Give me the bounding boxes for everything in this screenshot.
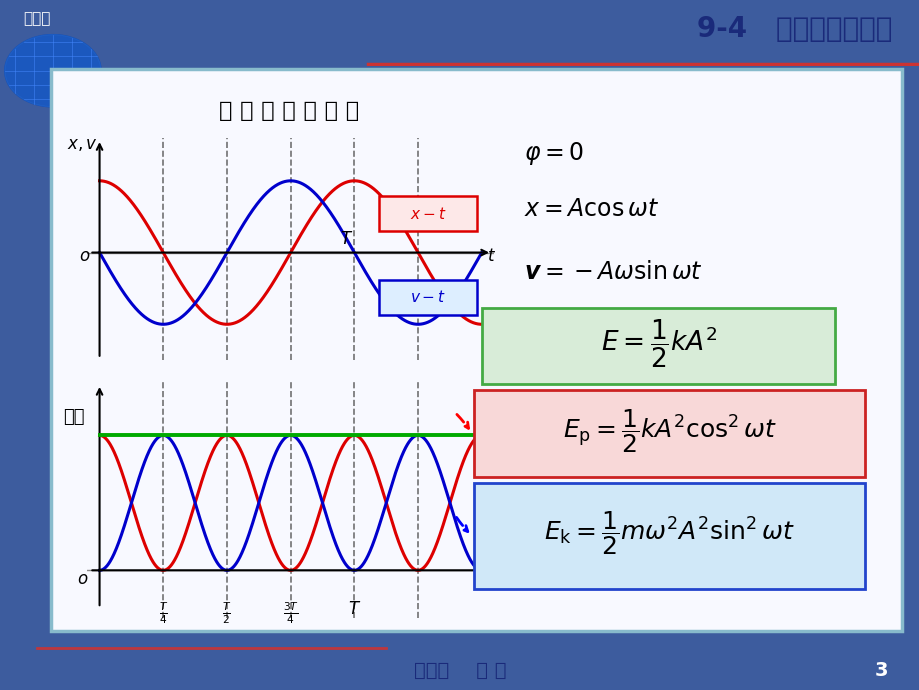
Text: $x - t$: $x - t$ bbox=[410, 206, 446, 221]
Text: $v - t$: $v - t$ bbox=[410, 289, 446, 305]
Text: $E_{\mathrm{k}} = \dfrac{1}{2}m\omega^{2}A^{2}\sin^{2}\omega t$: $E_{\mathrm{k}} = \dfrac{1}{2}m\omega^{2… bbox=[544, 510, 794, 558]
FancyBboxPatch shape bbox=[51, 69, 901, 631]
FancyBboxPatch shape bbox=[379, 280, 477, 315]
FancyBboxPatch shape bbox=[482, 308, 834, 384]
Polygon shape bbox=[5, 34, 101, 107]
Text: $\frac{T}{4}$: $\frac{T}{4}$ bbox=[158, 600, 167, 626]
Text: 3: 3 bbox=[873, 661, 887, 680]
Text: $T$: $T$ bbox=[340, 230, 353, 248]
Text: $x = A\cos\omega t$: $x = A\cos\omega t$ bbox=[524, 197, 659, 221]
Text: 第五版: 第五版 bbox=[23, 40, 48, 55]
Text: $E = \dfrac{1}{2}kA^{2}$: $E = \dfrac{1}{2}kA^{2}$ bbox=[600, 318, 717, 371]
Polygon shape bbox=[5, 34, 101, 107]
Text: $x, v$: $x, v$ bbox=[67, 135, 97, 152]
Text: 简 谐 运 动 能 量 图: 简 谐 运 动 能 量 图 bbox=[219, 101, 358, 121]
Text: $o$: $o$ bbox=[77, 570, 88, 588]
Text: $\varphi = 0$: $\varphi = 0$ bbox=[524, 139, 584, 166]
FancyBboxPatch shape bbox=[473, 390, 864, 477]
Text: $\frac{T}{2}$: $\frac{T}{2}$ bbox=[222, 600, 232, 626]
Text: $t$: $t$ bbox=[486, 247, 495, 265]
Text: $o$: $o$ bbox=[79, 247, 91, 265]
Text: 9-4   简谐运动的能量: 9-4 简谐运动的能量 bbox=[697, 15, 891, 43]
Text: 第九章    振 动: 第九章 振 动 bbox=[414, 661, 505, 680]
Text: $\boldsymbol{v} = -A\omega\sin\omega t$: $\boldsymbol{v} = -A\omega\sin\omega t$ bbox=[524, 259, 702, 284]
Text: $T$: $T$ bbox=[347, 600, 360, 618]
Text: 能量: 能量 bbox=[63, 408, 85, 426]
Text: 物理学: 物理学 bbox=[23, 11, 51, 26]
Text: $t$: $t$ bbox=[486, 570, 495, 588]
FancyBboxPatch shape bbox=[473, 483, 864, 589]
Text: $E_{\mathrm{p}} = \dfrac{1}{2}kA^{2}\cos^{2}\omega t$: $E_{\mathrm{p}} = \dfrac{1}{2}kA^{2}\cos… bbox=[562, 407, 776, 455]
Text: $\frac{3T}{4}$: $\frac{3T}{4}$ bbox=[282, 600, 299, 626]
FancyBboxPatch shape bbox=[379, 196, 477, 231]
